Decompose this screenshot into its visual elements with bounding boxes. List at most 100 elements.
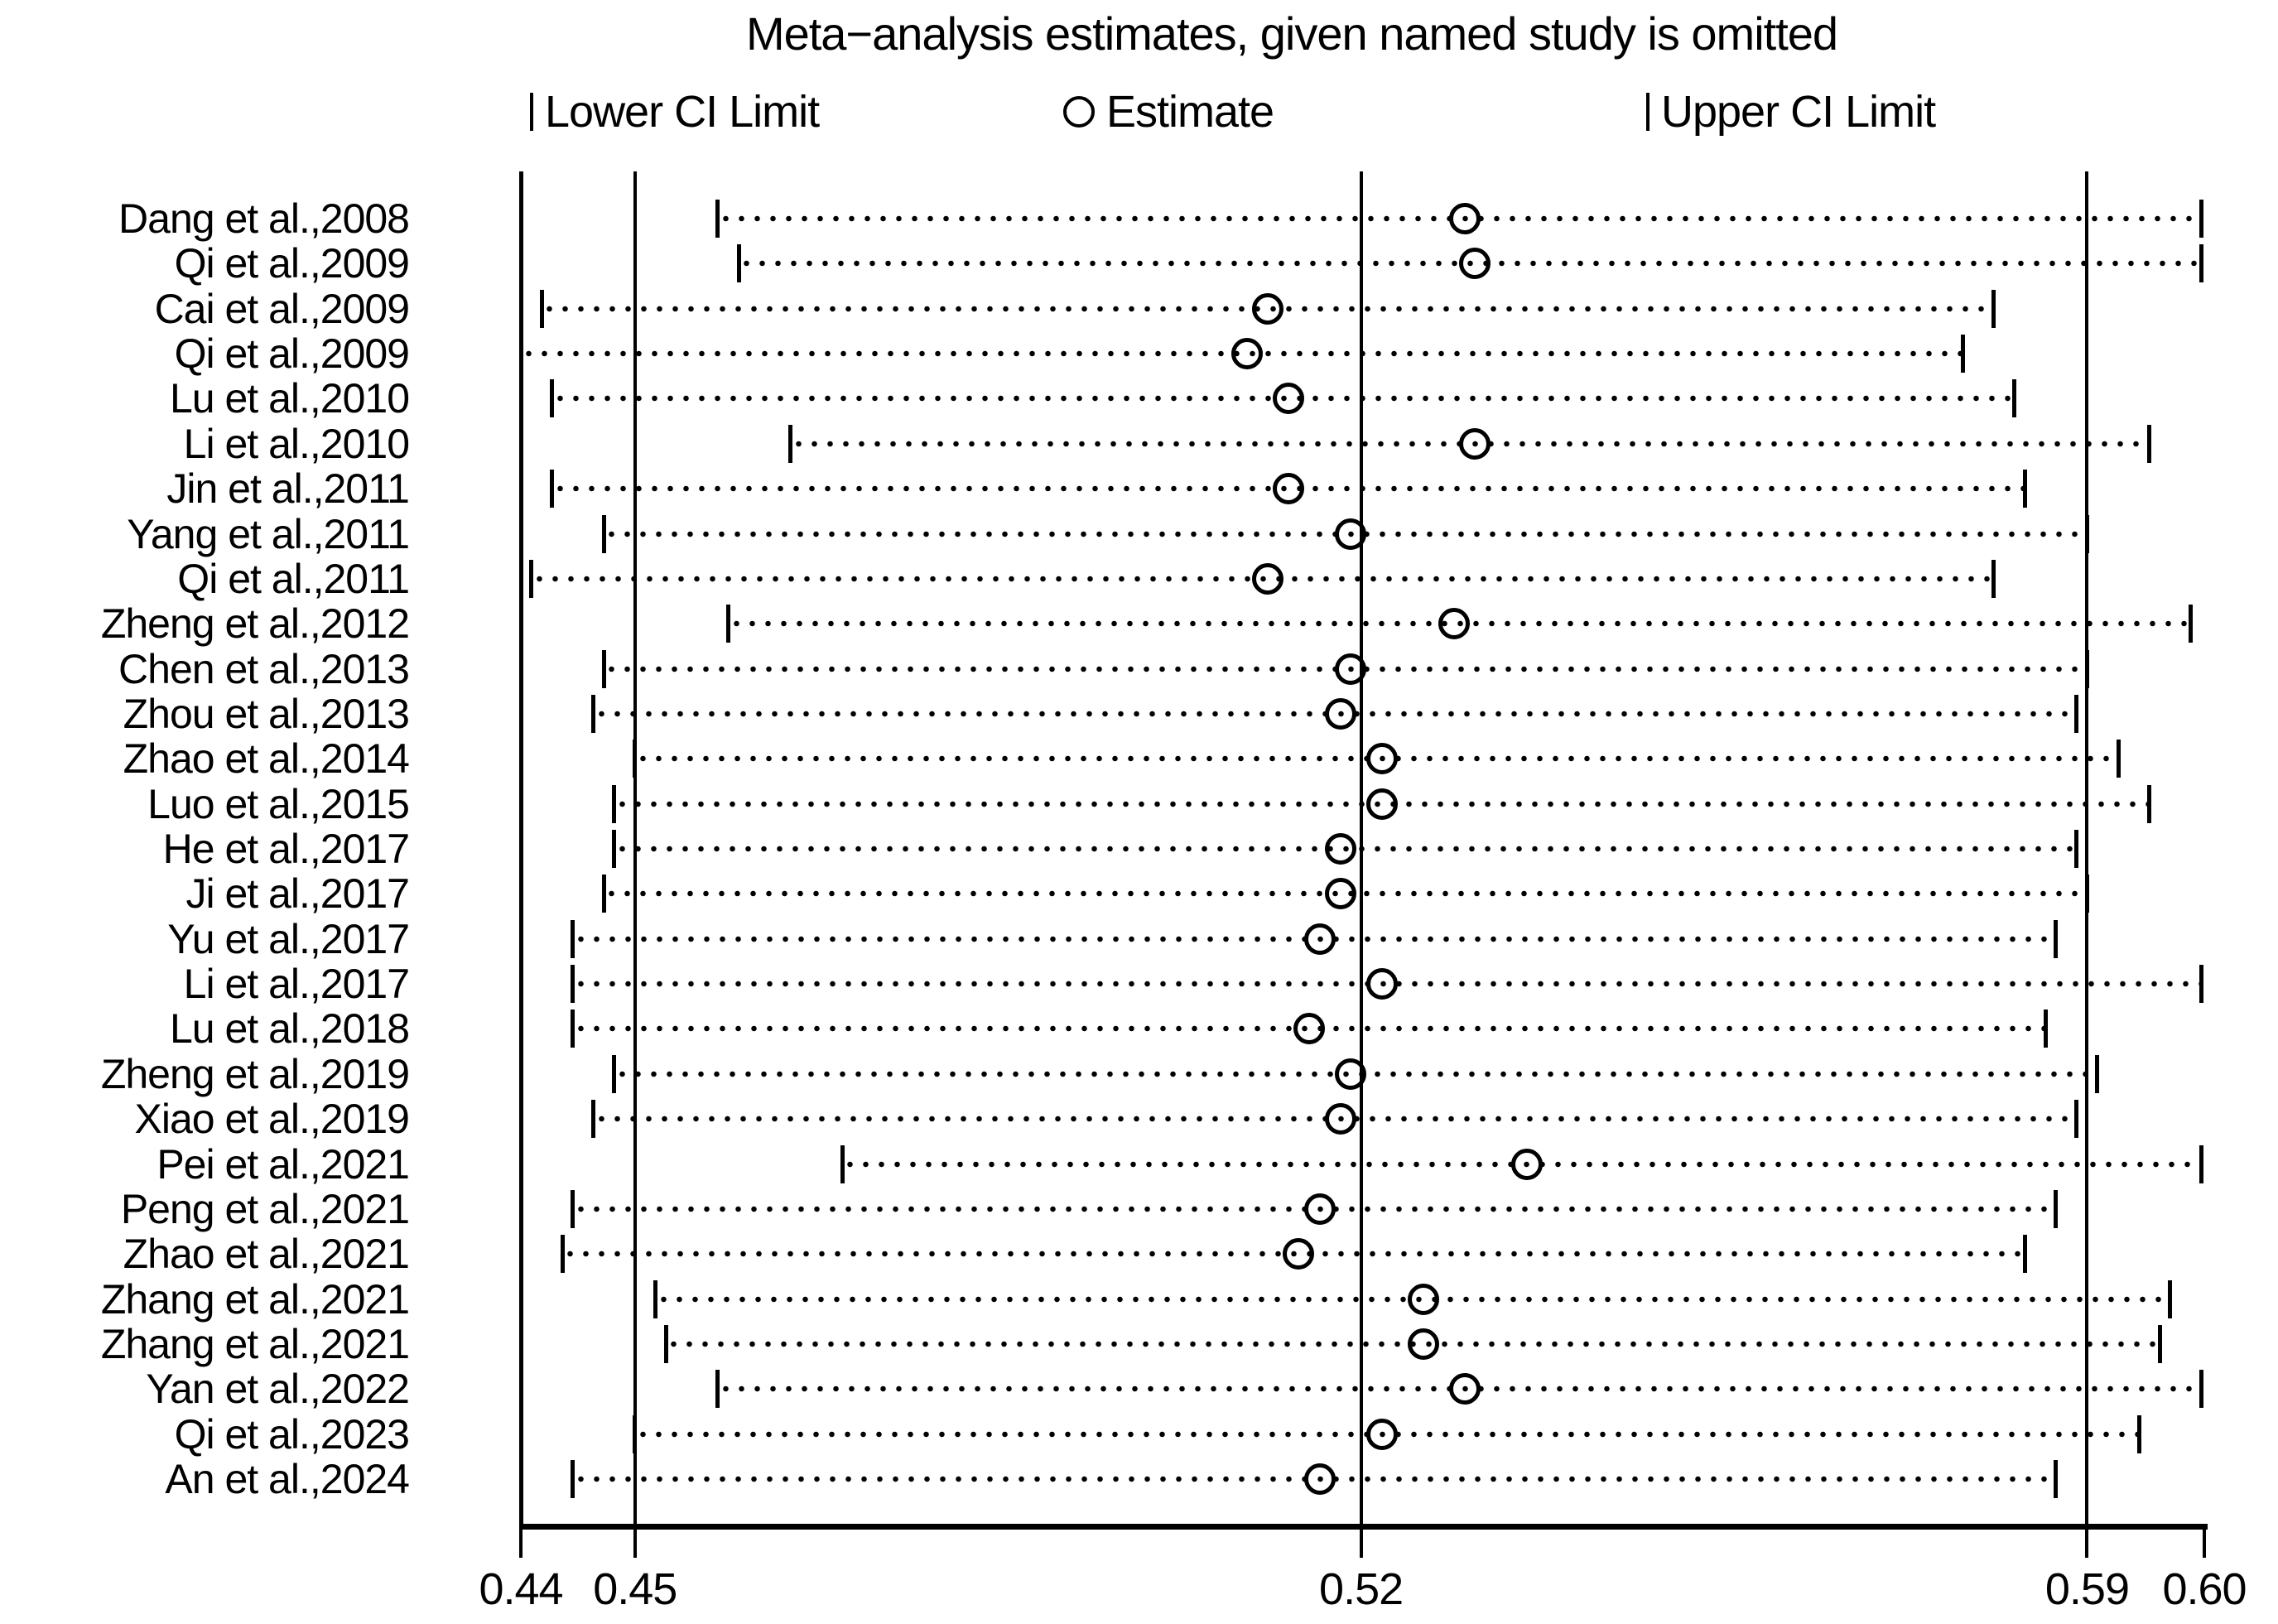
estimate-circle <box>1335 653 1367 685</box>
lower-ci-tick <box>715 1370 720 1409</box>
upper-ci-tick <box>2136 1414 2141 1453</box>
lower-ci-tick <box>612 1054 617 1093</box>
x-axis-line <box>521 1524 2208 1530</box>
x-axis-tick-label: 0.59 <box>2044 1564 2130 1614</box>
lower-ci-tick <box>560 1235 565 1274</box>
estimate-circle <box>1293 1013 1325 1045</box>
chart-title: Meta−analysis estimates, given named stu… <box>745 7 1838 60</box>
study-label: Luo et al.,2015 <box>147 780 410 827</box>
study-label: Lu et al.,2018 <box>169 1005 410 1053</box>
estimate-circle <box>1407 1328 1439 1360</box>
estimate-circle <box>1303 923 1336 955</box>
study-label: Zhang et al.,2021 <box>100 1275 410 1323</box>
lower-ci-tick <box>612 830 617 869</box>
upper-ci-tick <box>2084 649 2089 688</box>
legend-upper-ci-label: Upper CI Limit <box>1661 87 1936 137</box>
lower-ci-tick <box>571 919 576 958</box>
reference-gridline <box>2085 171 2089 1530</box>
lower-ci-tick <box>726 605 731 643</box>
upper-ci-tick <box>2116 740 2121 778</box>
upper-ci-tick <box>2054 1189 2059 1228</box>
study-label: Zhao et al.,2014 <box>123 735 410 783</box>
lower-ci-tick <box>601 649 606 688</box>
upper-ci-tick <box>2084 514 2089 553</box>
upper-ci-tick <box>2054 919 2059 958</box>
estimate-circle <box>1251 292 1283 325</box>
upper-ci-tick <box>2189 605 2194 643</box>
lower-ci-tick <box>529 559 534 598</box>
lower-ci-tick <box>571 1010 576 1048</box>
axis-min-boundary-line <box>518 171 523 1530</box>
upper-ci-tick <box>2074 694 2079 733</box>
study-label: Li et al.,2010 <box>183 420 410 467</box>
lower-ci-tick <box>633 740 638 778</box>
estimate-circle <box>1283 1238 1315 1270</box>
lower-ci-tick <box>550 470 555 508</box>
estimate-circle <box>1459 427 1491 460</box>
upper-ci-tick <box>2199 200 2203 238</box>
estimate-circle <box>1272 473 1304 505</box>
study-label: Qi et al.,2023 <box>174 1410 410 1458</box>
lower-ci-tick <box>539 289 544 328</box>
legend-estimate-label: Estimate <box>1106 87 1274 137</box>
legend-lower-ci-label: Lower CI Limit <box>545 87 820 137</box>
study-label: Jin et al.,2011 <box>166 465 410 513</box>
x-axis-tick-label: 0.52 <box>1319 1564 1404 1614</box>
upper-ci-tick <box>2199 1370 2203 1409</box>
study-label: Qi et al.,2009 <box>174 240 410 287</box>
study-label: Dang et al.,2008 <box>118 195 410 242</box>
lower-ci-tick <box>653 1279 658 1318</box>
lower-ci-tick <box>601 514 606 553</box>
x-axis-tick-label: 0.60 <box>2162 1564 2247 1614</box>
lower-ci-tick-icon <box>530 93 533 131</box>
estimate-circle <box>1324 1103 1356 1135</box>
lower-ci-tick <box>715 200 720 238</box>
estimate-circle-icon <box>1063 96 1095 128</box>
estimate-circle <box>1324 878 1356 910</box>
estimate-circle <box>1303 1463 1336 1496</box>
upper-ci-tick <box>2199 244 2203 283</box>
upper-ci-tick <box>2147 424 2152 463</box>
estimate-circle <box>1251 562 1283 595</box>
upper-ci-tick <box>1991 289 1996 328</box>
study-label: Yan et al.,2022 <box>146 1366 410 1413</box>
lower-ci-tick <box>736 244 741 283</box>
lower-ci-tick <box>550 379 555 418</box>
upper-ci-tick <box>2199 965 2203 1004</box>
upper-ci-tick <box>2147 784 2152 823</box>
estimate-circle <box>1272 383 1304 415</box>
study-label: Zhang et al.,2021 <box>100 1321 410 1367</box>
upper-ci-tick <box>2074 830 2079 869</box>
upper-ci-tick <box>2054 1460 2059 1499</box>
study-label: Ji et al.,2017 <box>185 870 410 918</box>
legend-item-estimate: Estimate <box>1063 86 1274 137</box>
upper-ci-tick <box>1991 559 1996 598</box>
estimate-circle <box>1303 1193 1336 1225</box>
x-axis-tick <box>633 1530 637 1558</box>
study-label: Lu et al.,2010 <box>169 375 410 422</box>
estimate-circle <box>1365 788 1398 820</box>
estimate-circle <box>1511 1148 1544 1180</box>
lower-ci-tick <box>633 1414 638 1453</box>
upper-ci-tick <box>2199 1145 2203 1183</box>
estimate-circle <box>1231 338 1263 370</box>
study-label: Qi et al.,2011 <box>177 555 410 602</box>
study-label: Pei et al.,2021 <box>157 1140 410 1188</box>
study-label: Yang et al.,2011 <box>127 510 410 557</box>
estimate-circle <box>1365 1418 1398 1450</box>
upper-ci-tick <box>2022 1235 2027 1274</box>
x-axis-tick <box>1359 1530 1363 1558</box>
lower-ci-tick <box>591 694 596 733</box>
study-label: Chen et al.,2013 <box>118 645 410 692</box>
lower-ci-tick <box>601 875 606 913</box>
x-axis-tick-label: 0.44 <box>479 1564 563 1614</box>
estimate-circle <box>1448 1373 1481 1405</box>
estimate-circle <box>1459 248 1491 280</box>
upper-ci-tick <box>2084 875 2089 913</box>
study-label: Peng et al.,2021 <box>120 1185 410 1232</box>
lower-ci-tick <box>571 1189 576 1228</box>
study-label: Zhao et al.,2021 <box>123 1231 410 1278</box>
upper-ci-tick <box>2043 1010 2048 1048</box>
upper-ci-tick <box>2168 1279 2173 1318</box>
legend-item-upper-ci: Upper CI Limit <box>1646 86 1936 137</box>
